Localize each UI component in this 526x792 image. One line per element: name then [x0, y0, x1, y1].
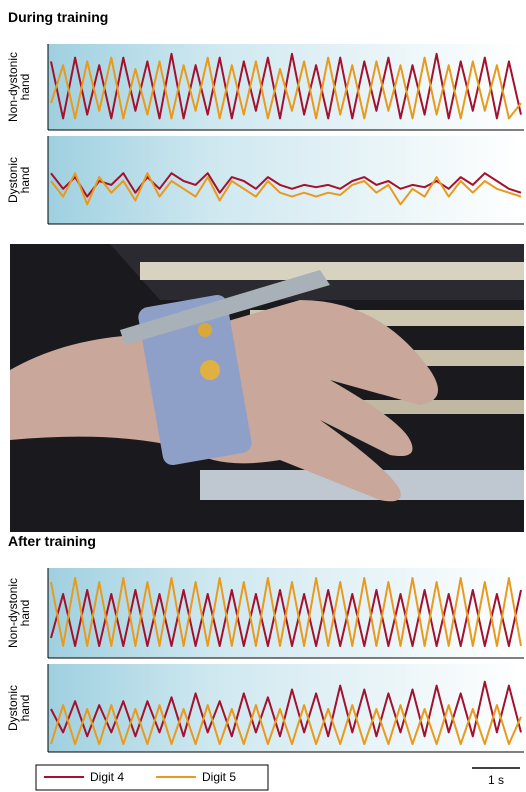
y-axis-label: hand — [18, 600, 32, 627]
trace — [50, 172, 522, 206]
scale-bar-label: 1 s — [488, 773, 504, 787]
plot-background — [48, 664, 524, 752]
y-axis-label: Non-dystonic — [6, 52, 20, 122]
y-axis-label: Dystonic — [6, 685, 20, 731]
y-axis-label: Non-dystonic — [6, 578, 20, 648]
photo — [10, 244, 524, 532]
y-axis-label: Dystonic — [6, 157, 20, 203]
trace — [50, 704, 522, 746]
legend-label: Digit 4 — [90, 770, 124, 784]
y-axis-label: hand — [18, 167, 32, 194]
trace — [50, 577, 522, 647]
legend — [35, 764, 269, 791]
section-title: During training — [8, 9, 108, 25]
y-axis-label: hand — [18, 74, 32, 101]
y-axis-label: hand — [18, 695, 32, 722]
trace — [50, 172, 522, 198]
trace — [50, 680, 522, 738]
trace — [50, 56, 522, 120]
plot-background — [48, 136, 524, 224]
legend-label: Digit 5 — [202, 770, 236, 784]
section-title: After training — [8, 533, 96, 549]
